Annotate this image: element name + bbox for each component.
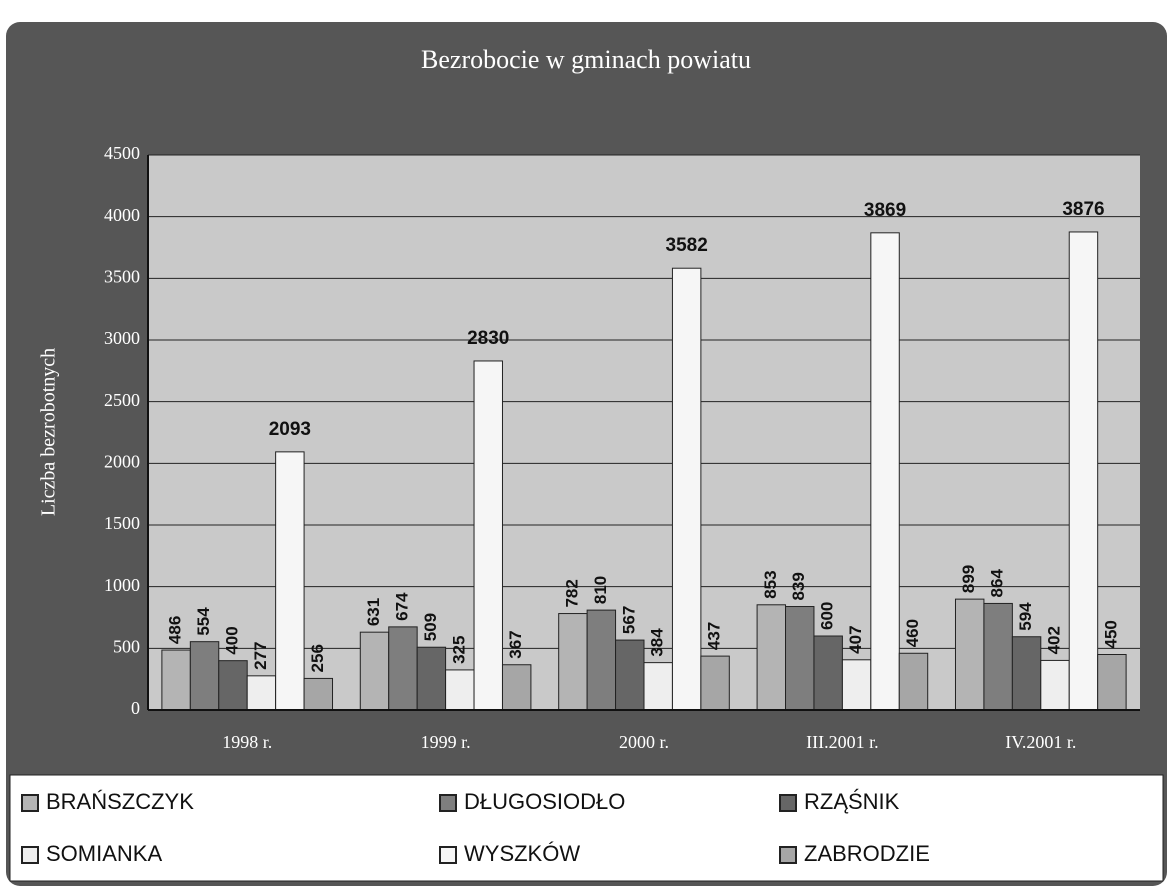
bar <box>275 451 305 711</box>
y-tick-label: 500 <box>113 636 140 656</box>
bar <box>983 602 1013 711</box>
bar <box>671 267 702 711</box>
bar <box>700 655 730 711</box>
value-label: 810 <box>591 576 610 604</box>
bar <box>1011 636 1042 711</box>
chart-title: Bezrobocie w gminach powiatu <box>421 45 751 74</box>
y-tick-label: 1500 <box>104 513 140 533</box>
value-label: 256 <box>308 644 327 672</box>
value-label: 3582 <box>666 235 708 256</box>
value-label: 407 <box>846 625 865 653</box>
value-label: 3876 <box>1062 199 1104 220</box>
value-label: 367 <box>506 630 525 658</box>
legend-label: RZĄŚNIK <box>804 789 900 814</box>
value-label: 853 <box>761 570 780 598</box>
bar <box>359 631 390 711</box>
bar <box>303 677 334 711</box>
y-tick-label: 4000 <box>104 205 140 225</box>
bar <box>445 669 475 711</box>
bar <box>1068 231 1099 711</box>
bar <box>501 664 532 711</box>
legend-box <box>9 774 1164 882</box>
value-label: 864 <box>988 569 1007 598</box>
legend-label: DŁUGOSIODŁO <box>464 789 625 814</box>
bar <box>388 626 418 711</box>
value-label: 402 <box>1045 626 1064 654</box>
bar <box>841 659 872 711</box>
bar <box>586 609 617 711</box>
value-label: 594 <box>1016 602 1035 631</box>
value-label: 554 <box>194 607 213 636</box>
y-tick-label: 3000 <box>104 328 140 348</box>
value-label: 2830 <box>467 328 509 349</box>
value-label: 437 <box>705 622 724 650</box>
bar <box>813 635 843 711</box>
value-label: 486 <box>166 616 185 644</box>
x-tick-label: 1999 r. <box>421 732 471 752</box>
bar <box>558 613 588 711</box>
value-label: 325 <box>449 636 468 664</box>
y-tick-label: 3500 <box>104 266 140 286</box>
x-tick-label: 1998 r. <box>222 732 272 752</box>
bar <box>756 604 787 711</box>
bar <box>954 598 985 711</box>
y-tick-label: 0 <box>131 698 140 718</box>
bar <box>1040 659 1070 711</box>
y-tick-label: 1000 <box>104 575 140 595</box>
legend-label: BRAŃSZCZYK <box>46 789 194 814</box>
bar <box>218 660 248 711</box>
bar <box>189 641 220 711</box>
x-tick-label: 2000 r. <box>619 732 669 752</box>
value-label: 600 <box>818 602 837 630</box>
value-label: 2093 <box>269 419 311 440</box>
legend-label: ZABRODZIE <box>804 841 930 866</box>
legend-swatch <box>21 794 39 812</box>
value-label: 277 <box>251 641 270 669</box>
value-label: 460 <box>903 619 922 647</box>
bar <box>473 360 503 711</box>
value-label: 400 <box>222 626 241 654</box>
bar <box>870 232 900 711</box>
value-label: 509 <box>421 613 440 641</box>
value-label: 631 <box>364 598 383 626</box>
legend-swatch <box>439 846 457 864</box>
value-label: 674 <box>392 592 411 621</box>
legend-swatch <box>21 846 39 864</box>
legend-swatch <box>779 846 797 864</box>
value-label: 899 <box>959 565 978 593</box>
legend-swatch <box>779 794 797 812</box>
bar <box>785 606 815 711</box>
x-tick-label: IV.2001 r. <box>1005 732 1076 752</box>
bar <box>1097 654 1127 711</box>
value-label: 450 <box>1101 620 1120 648</box>
value-label: 3869 <box>864 200 906 221</box>
x-tick-label: III.2001 r. <box>806 732 878 752</box>
bar <box>416 646 447 711</box>
legend-label: WYSZKÓW <box>464 841 580 866</box>
y-tick-label: 2000 <box>104 451 140 471</box>
legend-label: SOMIANKA <box>46 841 162 866</box>
value-label: 782 <box>562 579 581 607</box>
y-axis-label: Liczba bezrobotnych <box>38 348 60 516</box>
bar <box>615 639 645 711</box>
bar <box>643 662 673 711</box>
bar <box>898 652 929 711</box>
legend-swatch <box>439 794 457 812</box>
y-tick-label: 2500 <box>104 390 140 410</box>
value-label: 567 <box>619 606 638 634</box>
value-label: 839 <box>789 572 808 600</box>
bar <box>161 649 191 711</box>
y-tick-label: 4500 <box>104 143 140 163</box>
value-label: 384 <box>648 628 667 657</box>
bar <box>246 675 277 711</box>
